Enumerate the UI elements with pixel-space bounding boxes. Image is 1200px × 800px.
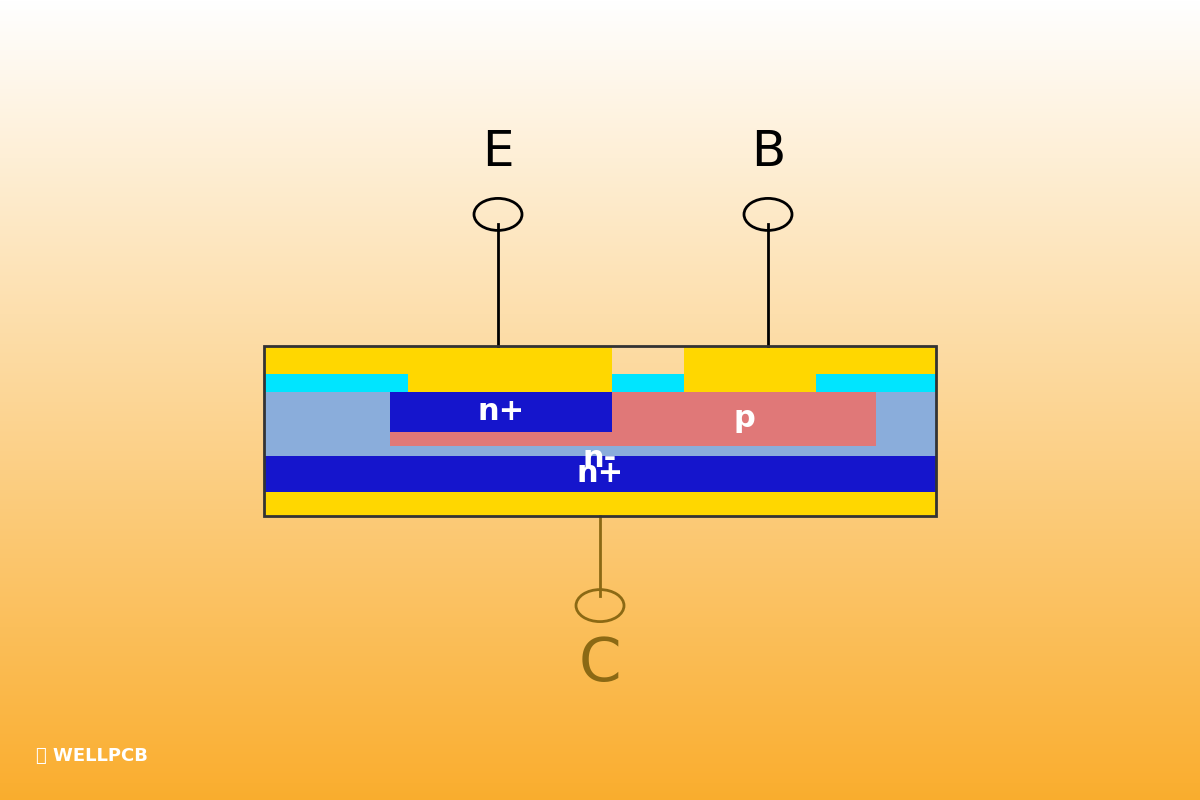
- Bar: [264, 392, 936, 456]
- Text: B: B: [751, 128, 785, 176]
- Bar: [612, 374, 684, 392]
- Bar: [612, 374, 684, 392]
- Bar: [390, 392, 612, 432]
- Text: p: p: [733, 404, 755, 434]
- Bar: [264, 374, 408, 392]
- Bar: [390, 392, 876, 446]
- Text: C: C: [578, 634, 622, 694]
- Bar: [816, 346, 936, 392]
- Text: E: E: [482, 128, 514, 176]
- Bar: [264, 374, 408, 392]
- Bar: [684, 346, 876, 392]
- Text: n+: n+: [576, 459, 624, 489]
- Bar: [816, 374, 936, 392]
- Bar: [816, 374, 936, 392]
- Text: Ⓦ WELLPCB: Ⓦ WELLPCB: [36, 747, 148, 765]
- Bar: [264, 492, 936, 516]
- Bar: [264, 346, 936, 516]
- Bar: [408, 346, 612, 392]
- Bar: [264, 346, 408, 392]
- Bar: [264, 456, 936, 492]
- Text: n-: n-: [583, 444, 617, 474]
- Text: n+: n+: [478, 398, 524, 426]
